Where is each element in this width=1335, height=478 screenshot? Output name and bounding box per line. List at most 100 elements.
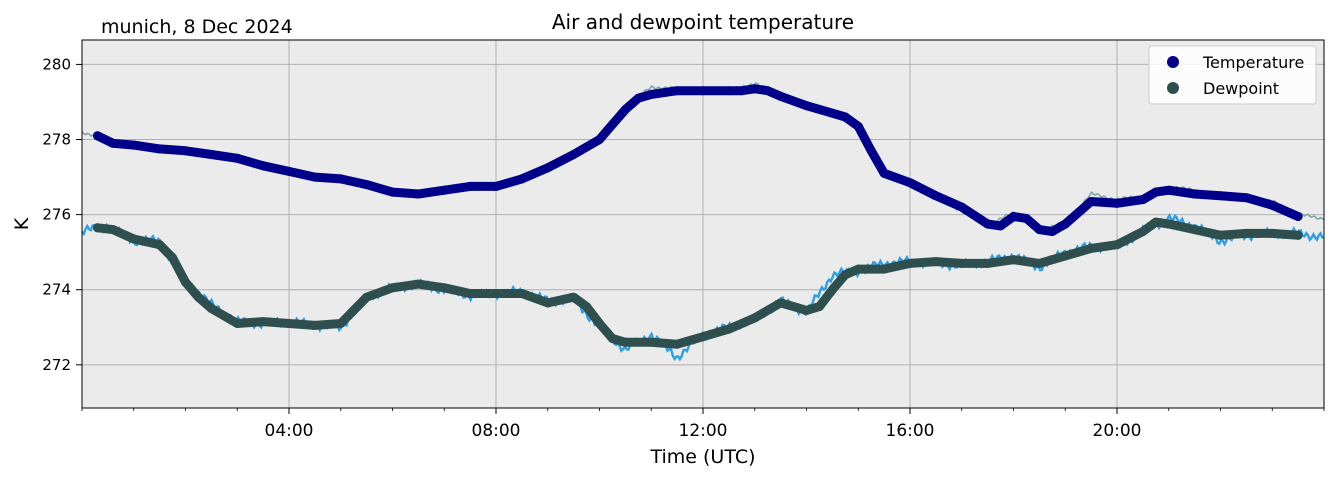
- temperature-point: [1267, 200, 1277, 210]
- temperature-point: [1086, 197, 1096, 206]
- temperature-point: [1060, 219, 1070, 229]
- dewpoint-point: [983, 258, 993, 268]
- dewpoint-point: [879, 264, 889, 274]
- temperature-point: [1047, 227, 1057, 236]
- dewpoint-point: [543, 298, 553, 308]
- temperature-point: [1034, 225, 1044, 235]
- dewpoint-point: [776, 298, 786, 308]
- x-tick-label: 04:00: [265, 421, 314, 441]
- dewpoint-point: [620, 337, 630, 347]
- legend: Temperature Dewpoint: [1148, 45, 1317, 105]
- dewpoint-point: [193, 292, 203, 302]
- dewpoint-point: [310, 320, 320, 330]
- dewpoint-point: [517, 289, 527, 298]
- x-axis-label: Time (UTC): [649, 446, 755, 468]
- dewpoint-point: [607, 334, 617, 343]
- temperature-point: [672, 86, 682, 96]
- dewpoint-point: [905, 258, 915, 268]
- dewpoint-point: [93, 223, 102, 233]
- dewpoint-point: [840, 270, 850, 280]
- temperature-point: [776, 91, 786, 101]
- temperature-point: [853, 121, 863, 131]
- dewpoint-point: [1241, 228, 1251, 238]
- temperature-point: [232, 153, 242, 163]
- temperature-point: [413, 189, 423, 199]
- temperature-series: [93, 84, 1303, 236]
- y-axis-ticks: 272 274 276 278 280: [42, 55, 82, 374]
- dewpoint-point: [802, 305, 811, 315]
- dewpoint-point: [465, 289, 475, 298]
- x-tick-label: 12:00: [679, 421, 728, 441]
- dewpoint-point: [1190, 225, 1200, 235]
- dewpoint-point: [1112, 240, 1122, 250]
- y-tick-label: 278: [42, 131, 71, 149]
- temperature-point: [1021, 213, 1031, 223]
- temperature-point: [206, 150, 216, 159]
- dewpoint-point: [814, 302, 824, 312]
- dewpoint-point: [957, 258, 967, 268]
- y-axis-label: K: [11, 217, 33, 230]
- dewpoint-point: [439, 283, 449, 293]
- dewpoint-series: [93, 217, 1303, 349]
- dewpoint-point: [750, 313, 760, 323]
- temperature-point: [439, 185, 449, 195]
- temperature-point: [827, 108, 837, 118]
- chart-title: Air and dewpoint temperature: [552, 10, 854, 34]
- temperature-point: [1164, 185, 1174, 195]
- dewpoint-point: [491, 289, 501, 298]
- temperature-line: [93, 84, 1303, 236]
- temperature-point: [1138, 195, 1148, 205]
- legend-marker-temperature: [1167, 56, 1179, 68]
- temperature-point: [633, 93, 643, 103]
- temperature-point: [388, 187, 397, 197]
- legend-label-dewpoint: Dewpoint: [1203, 79, 1279, 98]
- dewpoint-point: [108, 225, 118, 235]
- dewpoint-point: [1060, 251, 1070, 261]
- temperature-point: [724, 86, 734, 96]
- dewpoint-point: [1164, 219, 1174, 229]
- dewpoint-point: [853, 264, 863, 274]
- dewpoint-point: [1267, 228, 1277, 238]
- temperature-point: [1241, 193, 1251, 203]
- temperature-point: [763, 86, 773, 96]
- y-tick-label: 272: [42, 356, 71, 374]
- temperature-point: [1293, 212, 1303, 221]
- grid: [82, 40, 1324, 408]
- x-tick-label: 08:00: [472, 421, 521, 441]
- temperature-point: [517, 174, 527, 184]
- temperature-point: [181, 146, 190, 156]
- temperature-point: [931, 191, 941, 201]
- temperature-point: [362, 180, 372, 190]
- temperature-point: [108, 138, 118, 148]
- dewpoint-point: [1216, 230, 1225, 240]
- temperature-point: [336, 174, 346, 184]
- temperature-point: [1112, 198, 1122, 208]
- temperature-point: [1190, 189, 1200, 199]
- temperature-point: [983, 219, 993, 229]
- dewpoint-point: [582, 302, 592, 312]
- temperature-point: [465, 181, 475, 191]
- legend-box: [1148, 45, 1317, 105]
- temperature-point: [258, 161, 268, 171]
- temperature-point: [543, 163, 553, 173]
- dewpoint-point: [388, 283, 397, 293]
- dewpoint-point: [1293, 230, 1303, 240]
- dewpoint-point: [1009, 255, 1018, 265]
- temperature-point: [1216, 191, 1225, 201]
- temperature-point: [569, 150, 579, 159]
- dewpoint-point: [336, 319, 346, 328]
- dewpoint-point: [1138, 227, 1148, 236]
- x-tick-label: 20:00: [1093, 421, 1142, 441]
- x-axis-ticks: 04:00 08:00 12:00 16:00 20:00: [81, 408, 1325, 441]
- temperature-point: [284, 166, 294, 176]
- dewpoint-point: [569, 292, 579, 302]
- temperature-point: [93, 131, 102, 141]
- dewpoint-point: [413, 279, 423, 289]
- dewpoint-point: [181, 277, 190, 287]
- dewpoint-point: [362, 292, 372, 302]
- temperature-point: [750, 84, 760, 94]
- dewpoint-point: [646, 337, 656, 347]
- temperature-point: [595, 135, 604, 144]
- dewpoint-point: [258, 317, 268, 327]
- temperature-point: [607, 120, 617, 129]
